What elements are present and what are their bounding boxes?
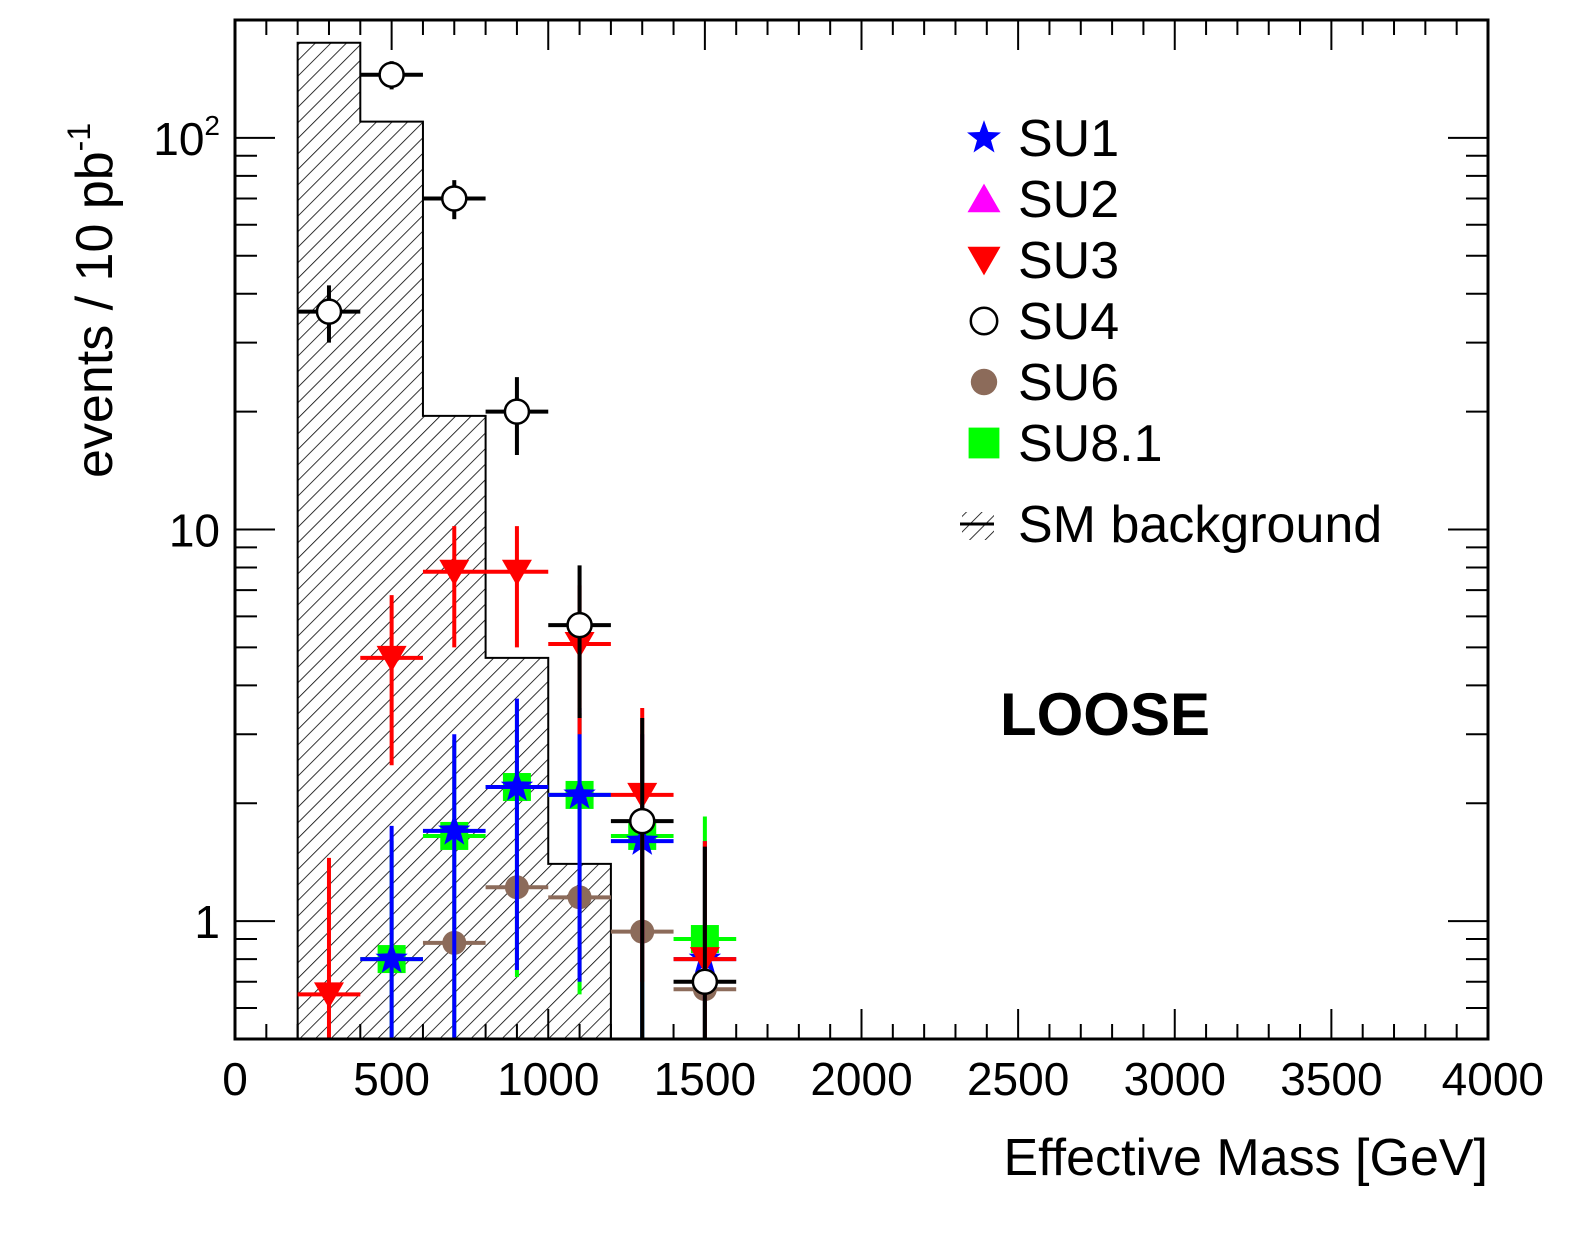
legend-marker <box>962 512 994 540</box>
y-axis-label-sup: -1 <box>61 123 97 151</box>
legend-su1: SU1 <box>967 110 1119 168</box>
y-tick-labels: 1 10 102 <box>153 110 220 948</box>
legend-label: SU3 <box>1018 232 1119 290</box>
x-tick-labels: 0 500 1000 1500 2000 2500 3000 3500 4000 <box>222 1053 1544 1105</box>
y-axis-label-main: events / 10 pb <box>66 151 124 478</box>
x-axis-label: Effective Mass [GeV] <box>1003 1129 1488 1187</box>
y-tick-label: 102 <box>153 110 220 165</box>
legend-su8-1: SU8.1 <box>968 415 1163 473</box>
data-point <box>691 968 719 996</box>
legend-label: SU2 <box>1018 171 1119 229</box>
legend-marker <box>967 246 1001 276</box>
legend-label: SU4 <box>1018 293 1119 351</box>
legend-marker <box>970 368 998 396</box>
y-tick-label: 1 <box>194 896 220 948</box>
data-point <box>313 982 344 1009</box>
data-point <box>441 185 468 212</box>
legend-label: SU8.1 <box>1018 415 1163 473</box>
x-tick-label: 4000 <box>1442 1053 1544 1105</box>
legend-su2: SU2 <box>967 171 1119 229</box>
legend-label: SM background <box>1018 496 1382 554</box>
y-axis-label: events / 10 pb-1 <box>61 123 124 478</box>
x-tick-label: 1500 <box>654 1053 756 1105</box>
data-point <box>378 61 405 88</box>
data-point <box>375 942 408 973</box>
legend-su3: SU3 <box>967 232 1119 290</box>
legend-marker <box>968 427 1000 459</box>
data-point <box>438 813 471 845</box>
legend-label: SU1 <box>1018 110 1119 168</box>
x-tick-label: 2500 <box>967 1053 1069 1105</box>
legend-marker <box>967 120 1001 153</box>
legend-sm-background: SM background <box>960 496 1382 554</box>
data-point <box>503 398 531 425</box>
data-series <box>297 61 737 1039</box>
data-point <box>500 770 534 801</box>
legend-marker <box>967 183 1001 213</box>
data-point <box>315 298 343 325</box>
legend-su4: SU4 <box>969 293 1119 351</box>
x-tick-label: 0 <box>222 1053 248 1105</box>
legend-marker <box>969 306 999 336</box>
x-tick-label: 3000 <box>1124 1053 1226 1105</box>
data-point <box>376 645 407 672</box>
legend-label: SU6 <box>1018 354 1119 412</box>
annotation-label: LOOSE <box>1000 681 1210 748</box>
data-point <box>439 559 470 586</box>
series-su4 <box>297 61 737 1039</box>
y-tick-label: 10 <box>169 505 220 557</box>
legend-su6: SU6 <box>970 354 1119 412</box>
plot-frame <box>233 18 1490 1041</box>
data-point <box>628 807 656 835</box>
x-tick-label: 1000 <box>497 1053 599 1105</box>
x-tick-label: 2000 <box>810 1053 912 1105</box>
x-tick-label: 500 <box>353 1053 430 1105</box>
x-tick-label: 3500 <box>1280 1053 1382 1105</box>
data-point <box>501 559 532 586</box>
data-point <box>563 777 596 809</box>
data-point <box>566 611 593 639</box>
